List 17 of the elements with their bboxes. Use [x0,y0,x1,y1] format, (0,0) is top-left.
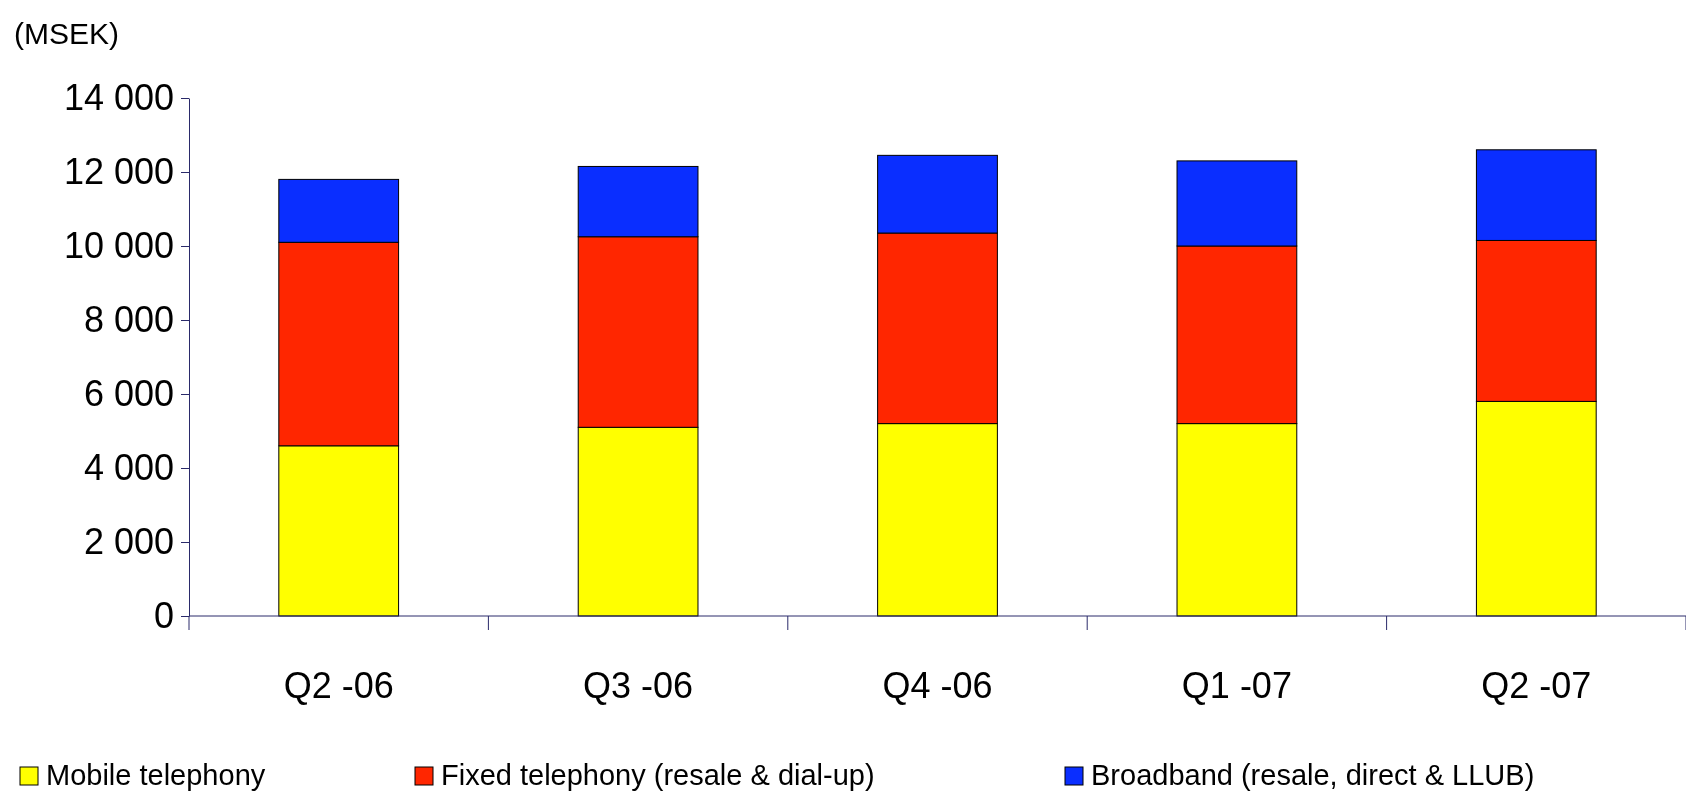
x-tick-label: Q2 -06 [283,665,394,706]
x-tick-label: Q2 -07 [1481,665,1592,706]
y-tick-label: 2 000 [83,521,174,563]
y-tick-label: 0 [153,595,174,637]
y-tick-label: 6 000 [83,373,174,415]
y-tick-label: 12 000 [63,151,174,193]
y-tick-label: 10 000 [63,225,174,267]
y-tick-label: 8 000 [83,299,174,341]
y-tick-label: 14 000 [63,77,174,119]
x-tick-label: Q1 -07 [1181,665,1292,706]
x-tick-label: Q3 -06 [583,665,694,706]
y-axis-title: (MSEK) [14,17,119,50]
legend-label: Fixed telephony (resale & dial-up) [441,759,875,791]
y-tick-label: 4 000 [83,447,174,489]
x-tick-label: Q4 -06 [882,665,993,706]
legend-label: Mobile telephony [46,759,266,791]
legend-label: Broadband (resale, direct & LLUB) [1091,759,1535,791]
